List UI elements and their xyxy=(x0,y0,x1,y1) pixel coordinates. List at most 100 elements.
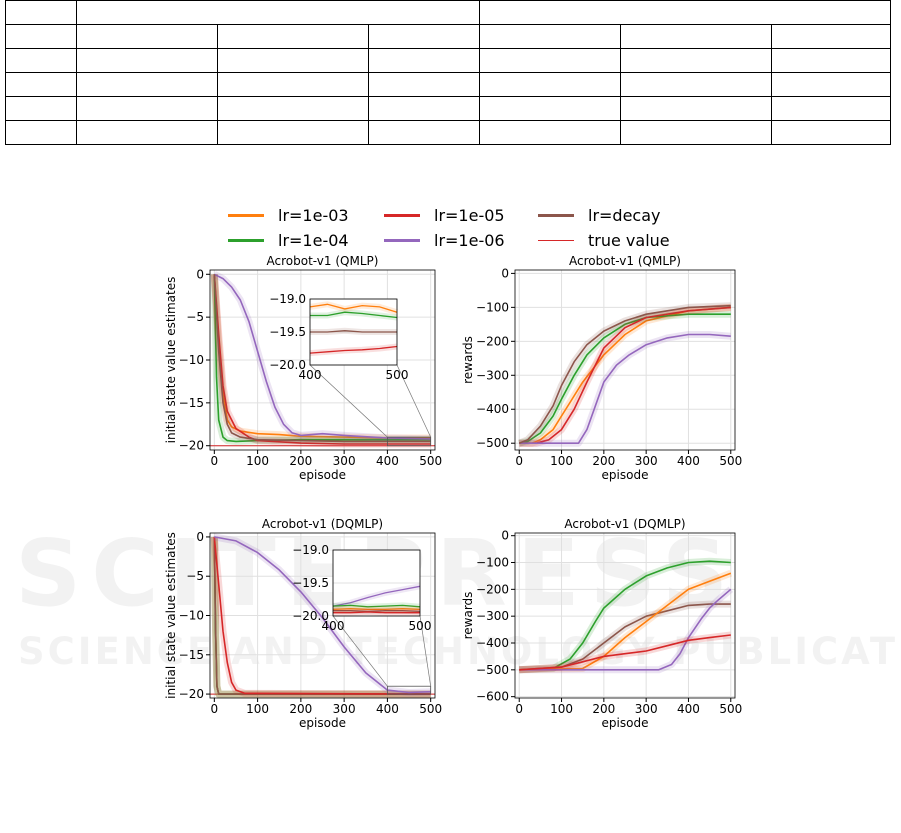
table-cell xyxy=(368,96,480,121)
chart-panel-3: 0 100 200 300 400 500 0 −100 −200 −300 −400 −500 −60… xyxy=(461,517,742,730)
y-tick-label: −400 xyxy=(476,636,509,650)
x-tick-label: 100 xyxy=(550,454,573,468)
y-tick-label: −200 xyxy=(476,334,509,348)
x-tick-label: 200 xyxy=(289,454,312,468)
chart-panel-1: 0 100 200 300 400 500 0 −100 −200 −300 −400 −500 Acr… xyxy=(461,254,742,482)
x-axis-label: episode xyxy=(299,716,346,730)
table-cell xyxy=(620,120,772,145)
zoom-connector xyxy=(332,615,388,687)
zoom-box xyxy=(387,436,432,447)
legend-item: lr=1e-03 xyxy=(228,203,349,227)
legend-swatch-0 xyxy=(228,213,264,217)
x-tick-label: 500 xyxy=(719,702,742,716)
y-tick-label: −300 xyxy=(476,609,509,623)
x-tick-label: 300 xyxy=(333,454,356,468)
legend-label: lr=1e-06 xyxy=(434,230,505,250)
x-tick-label: 500 xyxy=(419,702,442,716)
y-tick-label: −400 xyxy=(476,402,509,416)
table-cell xyxy=(5,120,77,145)
x-axis-label: episode xyxy=(299,468,346,482)
header-table xyxy=(5,0,891,145)
series-line-2 xyxy=(519,572,732,671)
series-line-1 xyxy=(519,603,731,671)
inset-frame xyxy=(309,298,398,366)
chart-panel-0: 0 100 200 300 400 500 0 −5 −10 −15 −20 Acrobot-v1 (… xyxy=(164,254,442,482)
inset-axes: 400 500 −19.0 −19.5 −20.0 xyxy=(269,292,408,382)
inset-x-tick-label: 400 xyxy=(322,619,345,633)
inset-series-line-3 xyxy=(333,610,421,613)
x-tick-label: 300 xyxy=(333,702,356,716)
x-tick-label: 300 xyxy=(635,702,658,716)
legend-item: true value xyxy=(538,228,670,252)
x-tick-label: 100 xyxy=(246,454,269,468)
x-tick-label: 200 xyxy=(289,702,312,716)
y-tick-label: −10 xyxy=(179,353,204,367)
y-tick-label: −20 xyxy=(179,439,204,453)
y-tick-label: −15 xyxy=(179,396,204,410)
table-cell xyxy=(76,120,218,145)
inset-series-line-1 xyxy=(332,604,421,608)
x-tick-label: 400 xyxy=(677,702,700,716)
y-tick-label: −300 xyxy=(476,368,509,382)
inset-y-tick-label: −20.0 xyxy=(292,609,329,623)
x-tick-label: 400 xyxy=(376,454,399,468)
series-line-3 xyxy=(519,333,731,445)
series-line-3 xyxy=(519,588,732,671)
chart-title: Acrobot-v1 (DQMLP) xyxy=(262,517,383,531)
table-cell xyxy=(479,96,621,121)
x-tick-label: 400 xyxy=(677,454,700,468)
legend-swatch-3 xyxy=(228,238,264,242)
chart-panel-2: 0 100 200 300 400 500 0 −5 −10 −15 −20 Acrobot-v1 (… xyxy=(164,517,442,730)
inset-series-line-4 xyxy=(333,611,420,614)
table-cell xyxy=(76,96,218,121)
series-line-4 xyxy=(214,536,431,694)
x-tick-label: 500 xyxy=(719,454,742,468)
legend-label: true value xyxy=(588,230,670,250)
y-tick-label: −5 xyxy=(186,310,204,324)
inset-y-tick-label: −19.0 xyxy=(269,292,306,306)
table-cell xyxy=(5,48,77,73)
y-axis-label: rewards xyxy=(461,336,475,384)
y-tick-label: 0 xyxy=(501,266,509,280)
series-line-3 xyxy=(213,536,431,695)
legend-label: lr=1e-03 xyxy=(278,205,349,225)
inset-series-line-1 xyxy=(310,311,398,319)
zoom-box xyxy=(387,685,432,695)
x-tick-label: 300 xyxy=(635,454,658,468)
y-tick-label: 0 xyxy=(196,530,204,544)
table-cell xyxy=(771,120,891,145)
legend-label: lr=1e-05 xyxy=(434,205,505,225)
x-tick-label: 0 xyxy=(211,702,219,716)
y-axis-label: initial state value estimates xyxy=(164,532,178,699)
table-cell xyxy=(76,72,218,97)
table-cell xyxy=(479,120,621,145)
inset-y-tick-label: −19.0 xyxy=(292,543,329,557)
y-tick-label: −600 xyxy=(476,690,509,704)
x-tick-label: 400 xyxy=(376,702,399,716)
legend-swatch-2 xyxy=(538,213,574,217)
zoom-connector xyxy=(309,364,388,438)
series-line-2 xyxy=(213,274,431,445)
y-tick-label: −100 xyxy=(476,300,509,314)
inset-series-line-2 xyxy=(332,608,421,611)
legend-label: lr=decay xyxy=(588,205,661,225)
inset-series-line-0 xyxy=(309,303,398,313)
y-tick-label: −200 xyxy=(476,582,509,596)
table-row xyxy=(5,96,891,121)
axes-frame xyxy=(514,532,736,699)
chart-title: Acrobot-v1 (DQMLP) xyxy=(564,517,685,531)
y-tick-label: 0 xyxy=(501,529,509,543)
chart-title: Acrobot-v1 (QMLP) xyxy=(267,254,379,268)
series-line-3 xyxy=(213,273,431,440)
x-tick-label: 100 xyxy=(550,702,573,716)
table-cell xyxy=(76,48,218,73)
x-tick-label: 200 xyxy=(592,454,615,468)
axes-frame xyxy=(514,269,736,451)
series-line-4 xyxy=(519,634,731,671)
y-tick-label: −15 xyxy=(179,648,204,662)
x-axis-label: episode xyxy=(602,468,649,482)
y-tick-label: −100 xyxy=(476,556,509,570)
x-tick-label: 500 xyxy=(419,454,442,468)
series-line-4 xyxy=(518,304,731,444)
